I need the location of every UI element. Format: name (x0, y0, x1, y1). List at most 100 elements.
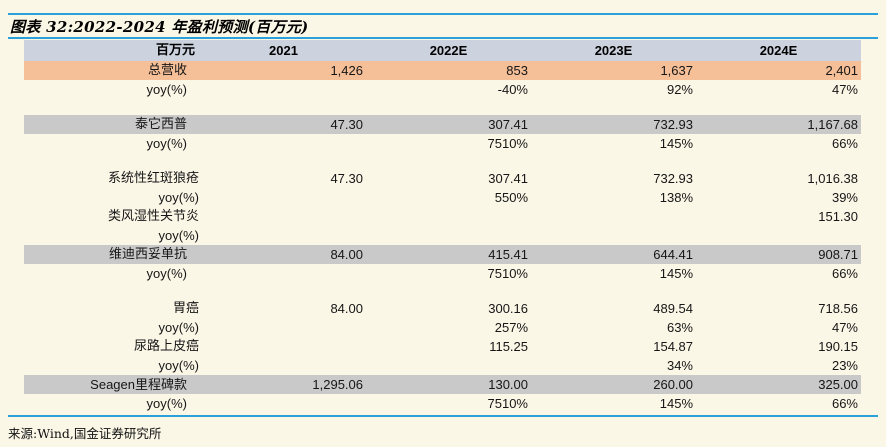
column-header-year: 2022E (429, 43, 468, 58)
row-label: yoy(%) (158, 320, 199, 335)
cell-value: 853 (506, 63, 528, 78)
table-row: 尿路上皮癌 115.25 154.87 190.15 (24, 337, 861, 356)
cell-value: 307.41 (488, 171, 528, 186)
table-row: Seagen里程碑款 1,295.06 130.00 260.00 325.00 (24, 375, 861, 394)
cell-value: 1,295.06 (312, 377, 363, 392)
figure-title: 图表 32:2022-2024 年盈利预测(百万元) (10, 18, 309, 36)
cell-value (201, 134, 366, 153)
cell-value (201, 80, 366, 99)
cell-value (531, 226, 696, 245)
cell-value: 84.00 (330, 301, 363, 316)
cell-value: 550% (494, 190, 528, 205)
table-spacer-row (24, 283, 861, 299)
row-label: 维迪西妥单抗 (108, 247, 187, 262)
cell-value: 2,401 (825, 63, 858, 78)
cell-value: 489.54 (653, 301, 693, 316)
cell-value: 115.25 (489, 339, 528, 354)
cell-value: 39% (831, 190, 858, 205)
table-row: 总营收 1,426 853 1,637 2,401 (24, 61, 861, 80)
cell-value (696, 226, 861, 245)
row-label: yoy(%) (146, 396, 187, 411)
cell-value (531, 207, 696, 226)
cell-value (201, 318, 366, 337)
cell-value: 257% (494, 320, 528, 335)
row-label: 泰它西普 (134, 117, 187, 132)
cell-value (366, 356, 531, 375)
cell-value (201, 337, 366, 356)
cell-value (201, 207, 366, 226)
table-row: 类风湿性关节炎 151.30 (24, 207, 861, 226)
row-label: yoy(%) (158, 228, 199, 243)
row-label: yoy(%) (146, 266, 187, 281)
row-label: yoy(%) (146, 136, 187, 151)
cell-value: 644.41 (653, 247, 693, 262)
cell-value: 47% (831, 82, 858, 97)
table-row: yoy(%) 7510% 145% 66% (24, 264, 861, 283)
cell-value (366, 207, 531, 226)
cell-value: 260.00 (653, 377, 693, 392)
row-label: 类风湿性关节炎 (107, 209, 199, 224)
table-row: 维迪西妥单抗 84.00 415.41 644.41 908.71 (24, 245, 861, 264)
title-rule-bottom (8, 37, 878, 39)
cell-value: 145% (659, 266, 693, 281)
cell-value: 908.71 (818, 247, 858, 262)
row-label: yoy(%) (146, 82, 187, 97)
column-header-year: 2023E (594, 43, 633, 58)
cell-value: 66% (831, 136, 858, 151)
cell-value: 145% (659, 396, 693, 411)
table-row: yoy(%) 550% 138% 39% (24, 188, 861, 207)
row-label: yoy(%) (158, 358, 199, 373)
cell-value: 1,167.68 (807, 117, 858, 132)
cell-value (201, 394, 366, 413)
row-label: yoy(%) (158, 190, 199, 205)
forecast-table: 百万元 2021 2022E 2023E 2024E 总营收 1,426 853 1,637 2,… (24, 40, 861, 413)
cell-value: 145% (659, 136, 693, 151)
row-label: Seagen里程碑款 (90, 377, 187, 392)
cell-value: 1,637 (660, 63, 693, 78)
cell-value (366, 226, 531, 245)
cell-value: 92% (666, 82, 693, 97)
title-rule-top (8, 13, 878, 15)
cell-value: 34% (666, 358, 693, 373)
cell-value: 154.87 (653, 339, 693, 354)
cell-value: 63% (666, 320, 693, 335)
cell-value (201, 188, 366, 207)
cell-value: 66% (831, 266, 858, 281)
table-header-row: 百万元 2021 2022E 2023E 2024E (24, 40, 861, 61)
cell-value: 307.41 (488, 117, 528, 132)
table-row: yoy(%) 7510% 145% 66% (24, 134, 861, 153)
row-label: 总营收 (147, 63, 187, 78)
table-row: yoy(%) -40% 92% 47% (24, 80, 861, 99)
cell-value: 1,016.38 (807, 171, 858, 186)
cell-value (201, 226, 366, 245)
column-header-unit: 百万元 (155, 43, 195, 58)
row-label: 尿路上皮癌 (133, 339, 199, 354)
cell-value: 130.00 (488, 377, 528, 392)
row-label: 系统性红斑狼疮 (107, 171, 199, 186)
cell-value (201, 264, 366, 283)
cell-value: 190.15 (818, 339, 858, 354)
cell-value: 732.93 (653, 117, 693, 132)
table-spacer-row (24, 153, 861, 169)
cell-value: 138% (659, 190, 693, 205)
cell-value: 47.30 (330, 117, 363, 132)
table-row: yoy(%) (24, 226, 861, 245)
column-header-year: 2024E (759, 43, 798, 58)
footer-rule (8, 415, 878, 417)
cell-value: 47% (831, 320, 858, 335)
cell-value: 7510% (487, 136, 528, 151)
cell-value: 1,426 (330, 63, 363, 78)
cell-value: 84.00 (330, 247, 363, 262)
cell-value: 47.30 (330, 171, 363, 186)
table-row: yoy(%) 257% 63% 47% (24, 318, 861, 337)
cell-value (201, 356, 366, 375)
table-row: 胃癌 84.00 300.16 489.54 718.56 (24, 299, 861, 318)
table-row: yoy(%) 34% 23% (24, 356, 861, 375)
cell-value: 415.41 (488, 247, 528, 262)
table-row: yoy(%) 7510% 145% 66% (24, 394, 861, 413)
cell-value: 732.93 (653, 171, 693, 186)
cell-value: 7510% (487, 396, 528, 411)
source-note: 来源:Wind,国金证券研究所 (8, 426, 162, 441)
column-header-year: 2021 (269, 43, 298, 58)
cell-value: 325.00 (818, 377, 858, 392)
